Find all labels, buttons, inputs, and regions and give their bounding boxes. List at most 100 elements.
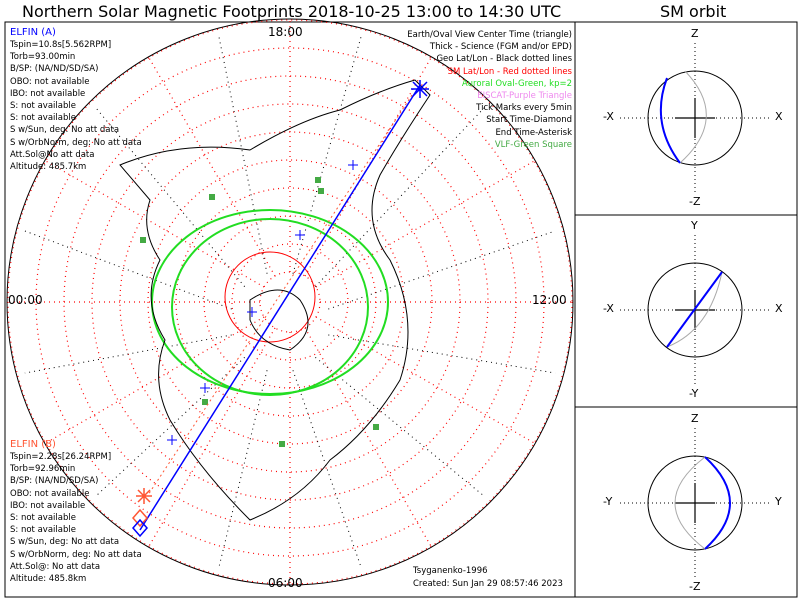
vlf-station-marker	[279, 441, 285, 447]
legend-entry: Auroral Oval-Green, kp=2	[461, 78, 572, 89]
sm-longitude-line	[315, 159, 536, 288]
info-line: S w/Sun, deg: No att data	[10, 537, 120, 548]
axis-label-top: Z	[691, 412, 699, 425]
info-line: S: not available	[10, 525, 76, 536]
axis-label-top: Y	[691, 219, 698, 232]
sm-longitude-line	[315, 316, 536, 445]
tick-mark	[295, 230, 305, 240]
orbit-track	[704, 456, 731, 550]
time-label-right: 12:00	[532, 293, 567, 307]
info-line: Tspin=2.28s[26.24RPM]	[10, 452, 112, 462]
geo-longitude-line	[218, 370, 268, 568]
legend-entry: Geo Lat/Lon - Black dotted lines	[436, 54, 572, 65]
info-line: Tspin=10.8s[5.562RPM]	[10, 40, 112, 50]
geo-longitude-line	[292, 370, 362, 568]
sm-longitude-line	[44, 159, 265, 288]
vlf-station-marker	[202, 399, 208, 405]
axis-label-right: X	[775, 110, 783, 123]
orbit-frame	[574, 21, 798, 598]
geo-longitude-line	[315, 356, 485, 497]
axis-label-bottom: -Z	[689, 580, 701, 593]
info-line: Att.Sol@: No att data	[10, 561, 101, 572]
info-line: Torb=92.96min	[10, 464, 76, 475]
sm-latitude-ring	[175, 187, 405, 417]
sm-latitude-ring	[147, 159, 433, 445]
orbit-back	[674, 456, 706, 550]
info-line: B/SP: (NA/ND/SD/SA)	[10, 64, 99, 75]
info-line: S w/OrbNorm, deg: No att data	[10, 137, 142, 148]
sm-latitude-ring	[91, 103, 489, 501]
legend-entry: EISCAT-Purple Triangle	[477, 91, 572, 102]
elfin-b-track	[147, 94, 413, 496]
sm-latitude-ring	[7, 19, 573, 585]
sm-latitude-ring	[35, 47, 545, 557]
elfin-b-info: ELFIN (B) Tspin=2.28s[26.24RPM] Torb=92.9…	[10, 438, 142, 585]
axis-label-left: -Y	[603, 495, 613, 508]
legend-entry: Start Time-Diamond	[486, 115, 572, 126]
auroral-oval-outer	[151, 209, 389, 395]
time-label-bottom: 06:00	[268, 576, 303, 590]
legend-entry: End Time-Asterisk	[495, 127, 572, 138]
start-diamond	[132, 508, 148, 528]
sm-longitude-line	[304, 56, 433, 277]
info-line: Altitude: 485.8km	[10, 574, 87, 585]
elfin-a-track	[139, 84, 421, 531]
geo-longitude-line	[328, 334, 556, 374]
sm-longitude-line	[304, 327, 433, 548]
axis-label-right: Y	[775, 495, 782, 508]
elfin-a-name: ELFIN (A)	[10, 27, 56, 38]
info-line: IBO: not available	[10, 500, 86, 511]
end-asterisk	[136, 488, 152, 504]
sm-latitude-ring	[259, 271, 321, 333]
plot-title: Northern Solar Magnetic Footprints 2018-…	[22, 2, 562, 21]
geo-longitude-line	[328, 230, 556, 310]
start-diamond	[132, 518, 148, 538]
legend-entry: Thick - Science (FGM and/or EPD)	[429, 42, 572, 53]
info-line: IBO: not available	[10, 88, 86, 99]
info-line: B/SP: (NA/ND/SD/SA)	[10, 476, 99, 487]
info-line: S: not available	[10, 101, 76, 112]
orbit-back	[666, 271, 723, 348]
time-label-top: 18:00	[268, 25, 303, 39]
info-line: OBO: not available	[10, 76, 90, 87]
tick-mark	[167, 435, 177, 445]
geo-longitude-line	[24, 334, 232, 374]
info-line: S: not available	[10, 513, 76, 524]
coastline	[119, 79, 431, 521]
vlf-station-marker	[315, 177, 321, 183]
info-line: S w/Sun, deg: No att data	[10, 125, 120, 136]
axis-label-right: X	[775, 302, 783, 315]
sm-longitude-line	[147, 327, 276, 548]
end-asterisk	[411, 80, 429, 98]
geo-longitude-line	[292, 36, 362, 274]
info-line: Altitude: 485.7km	[10, 162, 87, 173]
model-credit: Tsyganenko-1996	[413, 566, 488, 576]
orbit-back	[679, 70, 707, 164]
time-label-left: 00:00	[8, 293, 43, 307]
elfin-b-name: ELFIN (B)	[10, 439, 56, 450]
axis-label-left: -X	[603, 110, 614, 123]
info-line: Torb=93.00min	[10, 52, 76, 63]
sm-pole-circle	[224, 251, 316, 343]
legend-entry: Earth/Oval View Center Time (triangle)	[407, 30, 572, 40]
elfin-a-info: ELFIN (A) Tspin=10.8s[5.562RPM] Torb=93.0…	[10, 26, 142, 173]
axis-label-top: Z	[691, 27, 699, 40]
geo-longitude-line	[218, 36, 268, 274]
center-cross	[675, 483, 715, 523]
tick-mark	[247, 307, 257, 317]
axis-label-bottom: -Z	[689, 195, 701, 208]
orbit-title: SM orbit	[660, 2, 727, 21]
vlf-station-marker	[209, 194, 215, 200]
info-line: Att.Sol@No att data	[10, 149, 95, 160]
polar-map	[6, 18, 574, 586]
info-line: OBO: not available	[10, 488, 90, 499]
auroral-oval-inner	[171, 218, 369, 396]
tick-mark	[348, 160, 358, 170]
sm-longitude-line	[44, 316, 265, 445]
info-line: S: not available	[10, 113, 76, 124]
orbit-track	[659, 77, 681, 164]
tick-mark	[200, 383, 210, 393]
legend-entry: SM Lat/Lon - Red dotted lines	[447, 66, 572, 77]
geo-longitude-line	[314, 107, 485, 287]
